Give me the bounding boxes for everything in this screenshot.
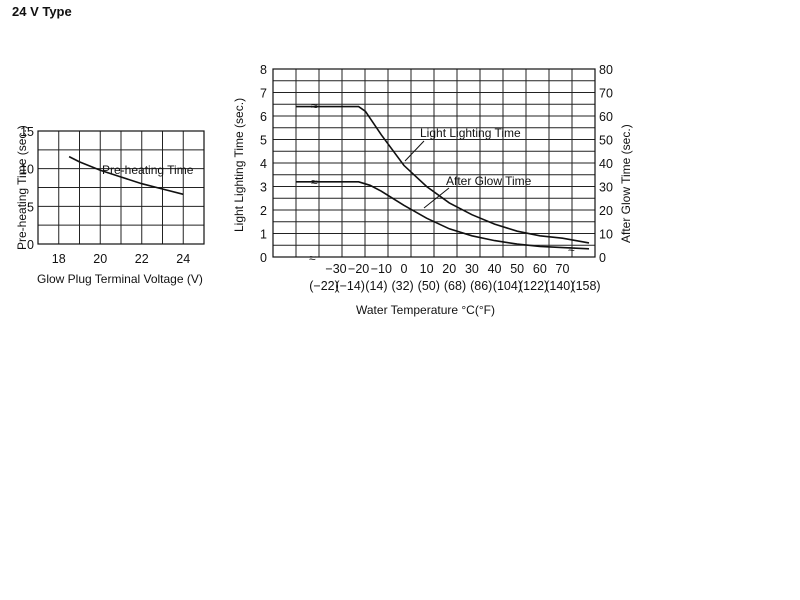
water-temp-x-ticks-celsius: −30 −20 −10 0 10 20 30 40 50 60 70 [325, 262, 569, 276]
preheating-y-axis-label: Pre-heating Time (sec.) [15, 125, 29, 250]
water-temp-grid [273, 69, 595, 257]
water-temp-chart: 0 1 2 3 4 5 6 7 8 0 10 20 30 40 50 60 70 80 −30 −20 −10 0 10… [232, 63, 633, 317]
after-glow-series-label: After Glow Time [446, 174, 532, 188]
preheating-y-tick-label: 15 [20, 125, 34, 139]
page-title: 24 V Type [12, 4, 72, 19]
water-temp-x-ticks-fahrenheit: (−22)(−14) (14) (32) (50) (68) (86) (104)(122)… [309, 279, 600, 293]
preheating-x-tick-label: 22 [135, 252, 149, 266]
preheating-chart: 0 5 10 15 18 20 22 24 Pre-heating Time Glow Pl… [15, 125, 205, 286]
water-temp-left-y-tick-label: 7 [260, 87, 267, 101]
water-temp-x-tick-celsius: 20 [442, 262, 456, 276]
water-temp-x-tick-fahrenheit: (86) [470, 279, 492, 293]
after-glow-series-line [296, 181, 590, 250]
water-temp-right-y-tick-label: 60 [599, 110, 613, 124]
preheating-x-axis-label: Glow Plug Terminal Voltage (V) [37, 272, 203, 286]
water-temp-x-tick-fahrenheit: (14) [365, 279, 387, 293]
water-temp-x-tick-celsius: −10 [371, 262, 392, 276]
water-temp-right-y-axis-label: After Glow Time (sec.) [619, 124, 633, 243]
preheating-plot-frame [37, 130, 205, 245]
water-temp-right-y-tick-label: 0 [599, 251, 606, 265]
water-temp-right-y-tick-label: 80 [599, 63, 613, 77]
water-temp-left-y-tick-label: 6 [260, 110, 267, 124]
preheating-series-line [68, 155, 184, 196]
water-temp-right-y-tick-label: 30 [599, 181, 613, 195]
water-temp-left-y-tick-label: 4 [260, 157, 267, 171]
water-temp-x-tick-celsius: 60 [533, 262, 547, 276]
axis-break-marker-lower: ≈ [311, 175, 318, 189]
axis-break-marker-right-bottom: ≈ [568, 242, 575, 256]
water-temp-right-y-ticks: 0 10 20 30 40 50 60 70 80 [599, 63, 613, 265]
water-temp-x-tick-celsius: 0 [400, 262, 407, 276]
water-temp-x-tick-fahrenheit: (104) [493, 279, 522, 293]
water-temp-right-y-tick-label: 20 [599, 204, 613, 218]
preheating-y-tick-label: 0 [27, 238, 34, 252]
water-temp-left-y-ticks: 0 1 2 3 4 5 6 7 8 [260, 63, 267, 265]
water-temp-x-tick-fahrenheit: (140) [545, 279, 574, 293]
water-temp-left-y-tick-label: 3 [260, 181, 267, 195]
water-temp-x-tick-celsius: −20 [348, 262, 369, 276]
preheating-y-ticks: 0 5 10 15 [20, 125, 34, 252]
water-temp-x-tick-fahrenheit: (122) [519, 279, 548, 293]
water-temp-left-y-tick-label: 0 [260, 251, 267, 265]
water-temp-x-tick-celsius: 50 [510, 262, 524, 276]
preheating-x-tick-label: 24 [176, 252, 190, 266]
water-temp-left-y-tick-label: 8 [260, 63, 267, 77]
water-temp-x-axis-label: Water Temperature °C(°F) [356, 303, 495, 317]
water-temp-right-y-tick-label: 10 [599, 228, 613, 242]
water-temp-x-tick-fahrenheit: (50) [418, 279, 440, 293]
water-temp-plot-frame [272, 68, 596, 258]
water-temp-x-tick-celsius: 30 [465, 262, 479, 276]
preheating-y-tick-label: 10 [20, 163, 34, 177]
preheating-y-tick-label: 5 [27, 200, 34, 214]
light-lighting-series-label: Light Lighting Time [420, 126, 521, 140]
water-temp-right-y-tick-label: 50 [599, 134, 613, 148]
preheating-x-tick-label: 20 [93, 252, 107, 266]
water-temp-x-tick-celsius: −30 [325, 262, 346, 276]
preheating-series-label: Pre-heating Time [102, 163, 194, 177]
water-temp-x-tick-fahrenheit: (−14) [335, 279, 365, 293]
axis-break-marker-bottom: ≈ [309, 251, 316, 265]
light-lighting-series-line [296, 105, 590, 244]
water-temp-left-y-axis-label: Light Lighting Time (sec.) [232, 98, 246, 232]
water-temp-x-tick-fahrenheit: (158) [571, 279, 600, 293]
water-temp-x-tick-celsius: 70 [556, 262, 570, 276]
preheating-grid [38, 131, 204, 244]
water-temp-left-y-tick-label: 5 [260, 134, 267, 148]
axis-break-marker-upper: ≈ [311, 99, 318, 113]
water-temp-right-y-tick-label: 70 [599, 87, 613, 101]
water-temp-x-tick-celsius: 40 [488, 262, 502, 276]
water-temp-right-y-tick-label: 40 [599, 157, 613, 171]
water-temp-x-tick-celsius: 10 [420, 262, 434, 276]
water-temp-x-tick-fahrenheit: (32) [391, 279, 413, 293]
light-lighting-leader [404, 140, 425, 162]
water-temp-x-tick-fahrenheit: (68) [444, 279, 466, 293]
preheating-x-ticks: 18 20 22 24 [52, 252, 190, 266]
water-temp-left-y-tick-label: 1 [260, 228, 267, 242]
water-temp-left-y-tick-label: 2 [260, 204, 267, 218]
after-glow-leader [423, 187, 450, 209]
preheating-x-tick-label: 18 [52, 252, 66, 266]
water-temp-x-tick-fahrenheit: (−22) [309, 279, 339, 293]
